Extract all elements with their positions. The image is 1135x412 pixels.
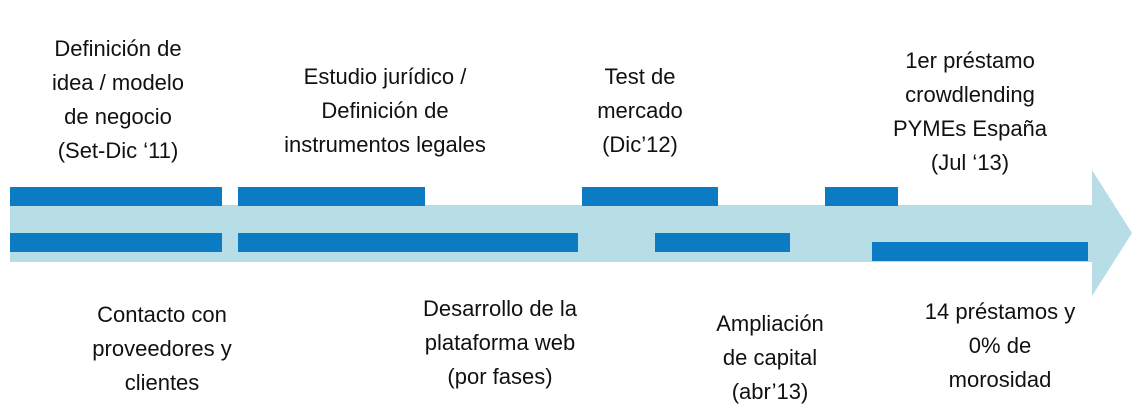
milestone-label: crowdlending xyxy=(905,82,1035,107)
milestone-label: 1er préstamo xyxy=(905,48,1035,73)
labels: Definición de idea / modelo de negocio (Set… xyxy=(52,36,1075,404)
bar xyxy=(10,233,222,252)
milestone-label: (Jul ‘13) xyxy=(931,150,1009,175)
milestone-label: instrumentos legales xyxy=(284,132,486,157)
milestone-label: (Set-Dic ‘11) xyxy=(58,138,179,163)
milestone-label: de capital xyxy=(723,345,817,370)
milestone-label: Desarrollo de la xyxy=(423,296,578,321)
milestone-label: Test de xyxy=(605,64,676,89)
milestone-label: 14 préstamos y xyxy=(925,299,1075,324)
bar xyxy=(238,233,578,252)
milestone-label: PYMEs España xyxy=(893,116,1048,141)
milestone-label: (Dic’12) xyxy=(602,132,678,157)
bar xyxy=(238,187,425,206)
bars xyxy=(10,187,1088,261)
milestone-label: mercado xyxy=(597,98,683,123)
milestone-label: 0% de xyxy=(969,333,1031,358)
milestone-label: (por fases) xyxy=(447,364,552,389)
milestone-label: idea / modelo xyxy=(52,70,184,95)
milestone-label: Ampliación xyxy=(716,311,824,336)
bar xyxy=(10,187,222,206)
milestone-label: de negocio xyxy=(64,104,172,129)
milestone-label: (abr’13) xyxy=(732,379,809,404)
milestone-label: Definición de xyxy=(54,36,181,61)
bar xyxy=(872,242,1088,261)
milestone-label: clientes xyxy=(125,370,200,395)
bar xyxy=(655,233,790,252)
bar xyxy=(582,187,718,206)
milestone-label: plataforma web xyxy=(425,330,575,355)
bar xyxy=(825,187,898,206)
milestone-label: Estudio jurídico / xyxy=(304,64,468,89)
milestone-label: Contacto con xyxy=(97,302,227,327)
milestone-label: morosidad xyxy=(949,367,1052,392)
milestone-label: proveedores y xyxy=(92,336,231,361)
milestone-label: Definición de xyxy=(321,98,448,123)
